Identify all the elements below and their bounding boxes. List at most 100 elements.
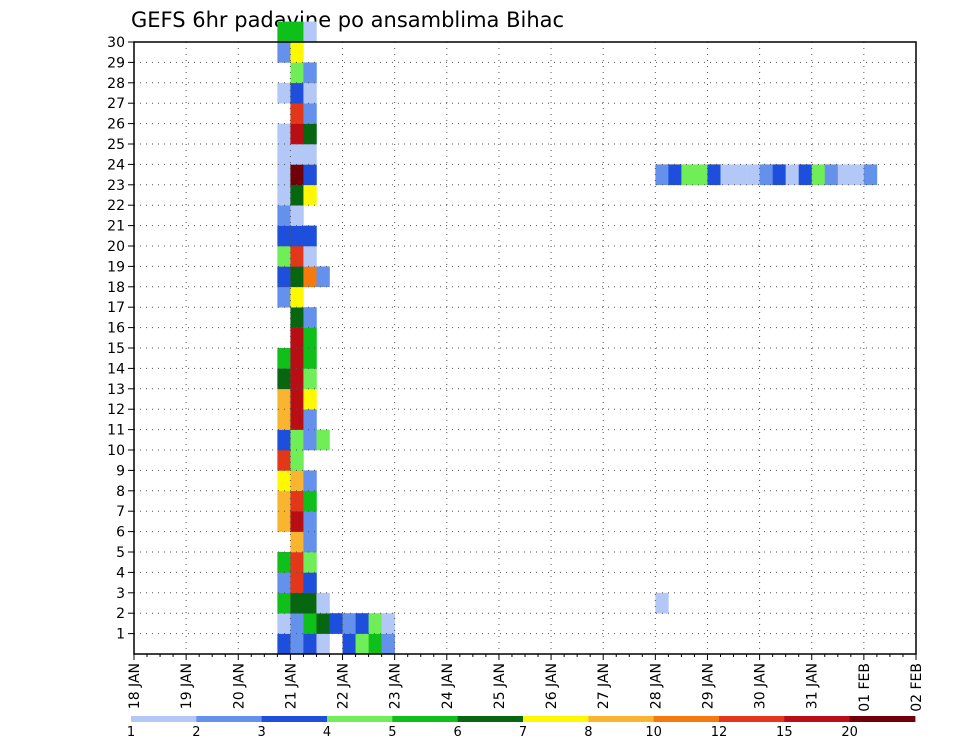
colorbar-swatch (457, 716, 524, 722)
heatmap-cell (290, 470, 304, 492)
heatmap-cell (290, 450, 304, 471)
x-tick-label: 29 JAN (700, 663, 716, 709)
heatmap-cell (746, 164, 760, 186)
heatmap-cell (303, 613, 317, 634)
heatmap-cell (759, 164, 773, 186)
colorbar-label: 2 (192, 725, 200, 740)
colorbar-label: 6 (454, 725, 462, 740)
heatmap-cell (277, 552, 291, 573)
heatmap-cell (290, 225, 304, 247)
colorbar-swatch (784, 716, 851, 722)
y-tick-label: 21 (107, 219, 125, 235)
y-tick-label: 11 (107, 423, 125, 439)
x-tick-label: 24 JAN (440, 663, 456, 709)
y-tick-label: 8 (116, 484, 125, 500)
y-tick-label: 19 (107, 259, 125, 275)
x-tick-label: 19 JAN (179, 663, 195, 709)
heatmap-cell (290, 205, 304, 226)
heatmap-cell (342, 633, 356, 655)
heatmap-cell (316, 266, 330, 288)
heatmap-cell (303, 511, 317, 532)
colorbar-swatch (196, 716, 263, 722)
y-tick-label: 29 (107, 55, 125, 71)
heatmap-cell (303, 82, 317, 104)
colorbar-swatch (392, 716, 459, 722)
heatmap-cell (290, 511, 304, 532)
heatmap-cell (303, 633, 317, 655)
heatmap-cell (290, 21, 304, 43)
heatmap-cell (290, 164, 304, 186)
y-tick-label: 30 (107, 35, 125, 51)
heatmap-cell (290, 62, 304, 84)
heatmap-cell (668, 164, 682, 186)
x-tick-label: 25 JAN (492, 663, 508, 709)
colorbar-swatch (719, 716, 785, 722)
heatmap-cell (277, 164, 291, 186)
heatmap-cell (655, 164, 669, 186)
y-tick-label: 26 (107, 117, 125, 133)
heatmap-cell (290, 144, 304, 165)
heatmap-cell (290, 490, 304, 512)
heatmap-cell (290, 592, 304, 614)
heatmap-cell (681, 164, 695, 186)
y-axis: 1234567891011121314151617181920212223242… (107, 35, 134, 643)
heatmap-cell (329, 613, 343, 634)
colorbar-label: 15 (776, 725, 793, 740)
heatmap-cell (303, 552, 317, 573)
colorbar-swatch (653, 716, 720, 722)
heatmap-cell (277, 490, 291, 512)
heatmap-cell (290, 327, 304, 349)
x-tick-label: 02 FEB (909, 663, 925, 712)
colorbar: 1 2 3 4 5 6 7 8 10 12 15 20 (127, 716, 916, 740)
heatmap-cell (277, 21, 291, 43)
y-tick-label: 13 (107, 382, 125, 398)
heatmap-cell (290, 613, 304, 634)
colorbar-swatch (523, 716, 589, 722)
y-tick-label: 2 (116, 606, 125, 622)
heatmap-cell (303, 144, 317, 165)
heatmap-cell (277, 348, 291, 369)
heatmap-cell (303, 307, 317, 328)
heatmap-cell (277, 184, 291, 206)
heatmap-cell (303, 531, 317, 553)
heatmap-cell (277, 368, 291, 390)
y-tick-label: 17 (107, 300, 125, 316)
colorbar-label: 8 (584, 725, 592, 740)
y-tick-label: 23 (107, 178, 125, 194)
heatmap-cell (707, 164, 721, 186)
heatmap-cell (277, 42, 291, 63)
y-tick-label: 22 (107, 198, 125, 214)
heatmap-cell (355, 633, 369, 655)
x-tick-label: 30 JAN (753, 663, 769, 709)
y-tick-label: 27 (107, 96, 125, 112)
x-tick-label: 22 JAN (336, 663, 352, 709)
heatmap-cell (303, 490, 317, 512)
heatmap-cell (303, 429, 317, 451)
heatmap-cell (290, 633, 304, 655)
heatmap-cell (290, 103, 304, 124)
x-tick-label: 23 JAN (388, 663, 404, 709)
heatmap-cell (277, 266, 291, 288)
y-tick-label: 24 (107, 157, 125, 173)
heatmap-cell (655, 592, 669, 614)
x-tick-label: 31 JAN (805, 663, 821, 709)
x-tick-label: 18 JAN (127, 663, 143, 709)
heatmap-cell (720, 164, 734, 186)
y-tick-label: 18 (107, 280, 125, 296)
colorbar-label: 4 (323, 725, 331, 740)
colorbar-swatch (131, 716, 197, 722)
heatmap-cell (277, 470, 291, 492)
heatmap-cell (368, 613, 382, 634)
x-tick-label: 26 JAN (544, 663, 560, 709)
chart-title: GEFS 6hr padavine po ansamblima Bihac (131, 8, 564, 32)
heatmap-cell (303, 266, 317, 288)
heatmap-cell (277, 592, 291, 614)
heatmap-cell (850, 164, 865, 186)
heatmap-cell (303, 348, 317, 369)
colorbar-swatch (849, 716, 916, 722)
heatmap-cell (277, 450, 291, 471)
heatmap-cell (277, 225, 291, 247)
heatmap-cell (277, 429, 291, 451)
heatmap-cell (316, 613, 330, 634)
heatmap-cell (355, 613, 369, 634)
